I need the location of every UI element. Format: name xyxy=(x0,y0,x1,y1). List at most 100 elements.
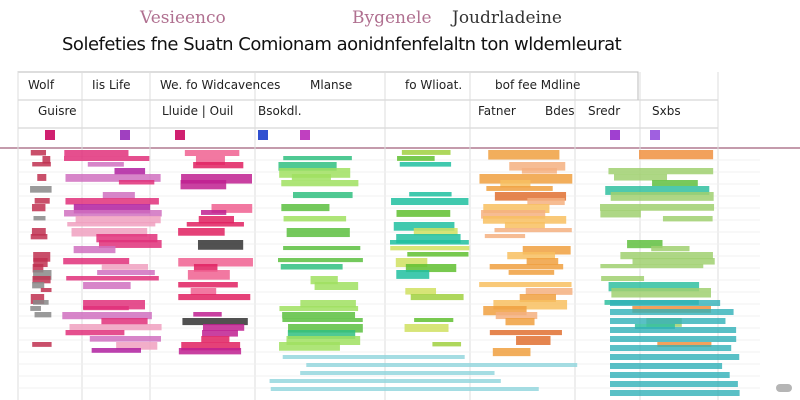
bar xyxy=(279,306,359,312)
bar xyxy=(279,168,351,178)
bar xyxy=(178,258,253,267)
bar xyxy=(182,318,248,326)
bar xyxy=(193,162,244,169)
bar xyxy=(483,204,550,214)
bar xyxy=(283,156,352,161)
column-header[interactable]: Sxbs xyxy=(652,104,681,118)
bar xyxy=(33,252,51,262)
tab[interactable]: Mlanse xyxy=(310,78,353,92)
bar xyxy=(287,330,356,339)
bar xyxy=(33,216,46,221)
bar xyxy=(65,198,159,205)
bar xyxy=(507,252,556,260)
bar xyxy=(197,240,244,250)
bar xyxy=(397,156,435,161)
bar xyxy=(505,318,535,326)
bar xyxy=(91,348,141,353)
bar xyxy=(494,192,567,201)
bar xyxy=(30,306,41,311)
tab[interactable]: Wolf xyxy=(28,78,55,92)
bar xyxy=(508,270,555,275)
bar xyxy=(405,288,437,295)
bar xyxy=(281,180,359,187)
bar xyxy=(288,324,363,333)
tab[interactable]: We. fo Widcavences xyxy=(160,78,281,92)
bar xyxy=(479,174,573,184)
tab[interactable]: bof fee Mdline xyxy=(495,78,581,92)
bar xyxy=(30,186,52,193)
bar xyxy=(600,264,704,269)
bar xyxy=(293,192,353,199)
bar xyxy=(31,204,46,212)
bar xyxy=(102,192,135,199)
bar xyxy=(632,258,715,265)
bar xyxy=(286,228,350,238)
bar xyxy=(40,288,52,293)
bar xyxy=(202,330,238,337)
bar xyxy=(404,324,449,332)
bar xyxy=(486,186,553,191)
column-header[interactable]: Lluide | Ouil xyxy=(162,104,234,118)
bar xyxy=(657,342,712,347)
bar xyxy=(396,210,451,217)
bar xyxy=(64,156,150,161)
bar xyxy=(409,192,452,197)
bar xyxy=(620,252,713,260)
bar xyxy=(184,150,240,157)
bar xyxy=(62,312,152,320)
bar xyxy=(180,180,227,190)
bar xyxy=(195,156,225,165)
tab[interactable]: Iis Life xyxy=(92,78,131,92)
bar xyxy=(98,240,162,248)
tab[interactable]: fo Wlioat. xyxy=(405,78,463,92)
bar xyxy=(83,306,129,311)
bar xyxy=(178,348,242,355)
column-header[interactable]: Sredr xyxy=(588,104,621,118)
bar xyxy=(493,300,568,310)
column-header[interactable]: Fatner xyxy=(478,104,516,118)
bar xyxy=(390,240,469,245)
icon xyxy=(175,130,185,140)
bar xyxy=(495,312,538,320)
icon xyxy=(45,130,55,140)
bar xyxy=(525,288,573,295)
bar xyxy=(32,162,51,167)
bar xyxy=(484,234,526,239)
bar xyxy=(187,270,230,280)
bar xyxy=(488,150,560,160)
bar xyxy=(282,312,356,319)
bar xyxy=(600,204,715,211)
page-title: Solefeties fne Suatn Comionam aonidnfenf… xyxy=(62,34,622,55)
bar xyxy=(282,318,363,323)
bar xyxy=(37,174,47,181)
column-header[interactable]: Bdes xyxy=(545,104,575,118)
bar xyxy=(504,222,545,229)
bar xyxy=(73,204,151,214)
bar xyxy=(526,258,559,265)
bar xyxy=(75,216,161,224)
bar xyxy=(489,330,562,336)
bar xyxy=(610,327,737,333)
bar xyxy=(601,276,645,282)
bar xyxy=(65,174,161,182)
bar xyxy=(393,222,455,231)
bar xyxy=(432,342,462,347)
bar xyxy=(66,276,159,281)
bar xyxy=(178,282,238,288)
bar xyxy=(494,228,572,233)
bar xyxy=(611,288,711,298)
bar xyxy=(278,258,363,263)
top-right-text: Joudrladeine xyxy=(452,8,562,28)
bar xyxy=(283,216,347,222)
bar xyxy=(639,150,714,160)
bar xyxy=(87,162,124,167)
column-header[interactable]: Guisre xyxy=(38,104,77,118)
bar xyxy=(32,276,51,284)
bar xyxy=(67,222,156,227)
bar xyxy=(396,234,461,244)
bar xyxy=(278,162,337,171)
column-header[interactable]: Bsokdl. xyxy=(258,104,302,118)
bar xyxy=(481,210,546,219)
bar xyxy=(34,198,50,204)
bar xyxy=(610,372,730,378)
